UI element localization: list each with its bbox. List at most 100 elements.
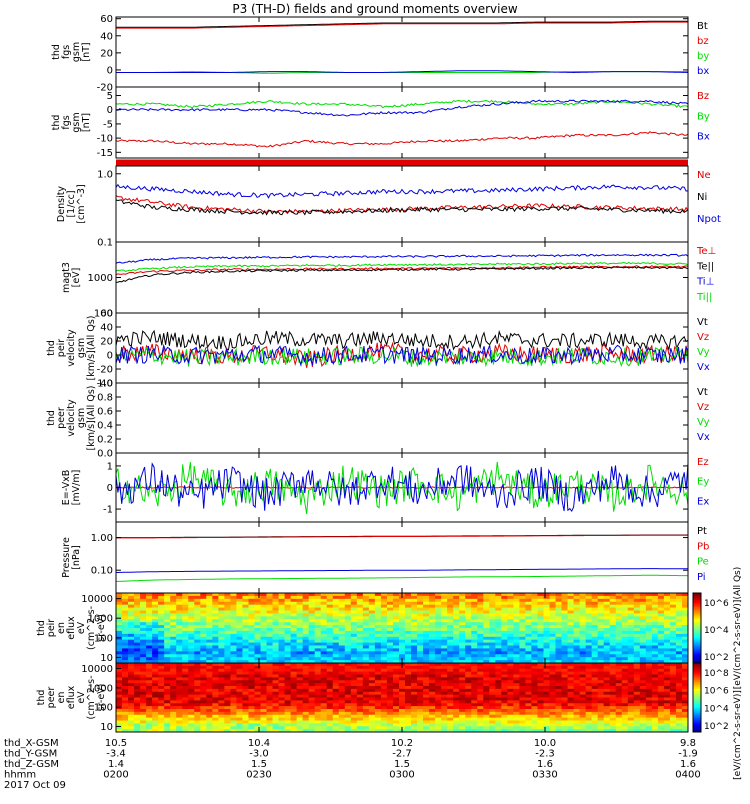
heatmap-cell	[622, 654, 629, 657]
heatmap-cell	[303, 657, 310, 660]
heatmap-cell	[218, 695, 225, 698]
heatmap-cell	[351, 715, 358, 718]
heatmap-cell	[568, 709, 575, 712]
heatmap-cell	[170, 599, 177, 602]
heatmap-cell	[441, 680, 448, 683]
heatmap-cell	[146, 640, 153, 643]
heatmap-cell	[242, 619, 249, 622]
heatmap-cell	[550, 692, 557, 695]
heatmap-cell	[465, 640, 472, 643]
heatmap-cell	[321, 709, 328, 712]
heatmap-cell	[495, 634, 502, 637]
heatmap-cell	[628, 715, 635, 718]
heatmap-cell	[140, 593, 147, 596]
heatmap-cell	[236, 723, 243, 726]
heatmap-cell	[670, 651, 677, 654]
heatmap-cell	[562, 622, 569, 625]
heatmap-cell	[303, 700, 310, 703]
heatmap-cell	[128, 593, 135, 596]
heatmap-cell	[616, 657, 623, 660]
heatmap-cell	[212, 680, 219, 683]
heatmap-cell	[435, 637, 442, 640]
heatmap-cell	[622, 726, 629, 729]
heatmap-cell	[658, 669, 665, 672]
heatmap-cell	[176, 721, 183, 724]
heatmap-cell	[267, 654, 274, 657]
heatmap-cell	[489, 683, 496, 686]
heatmap-cell	[224, 700, 231, 703]
heatmap-cell	[134, 634, 141, 637]
heatmap-cell	[134, 706, 141, 709]
heatmap-cell	[537, 683, 544, 686]
heatmap-cell	[670, 726, 677, 729]
heatmap-cell	[459, 616, 466, 619]
heatmap-cell	[598, 625, 605, 628]
heatmap-cell	[537, 715, 544, 718]
heatmap-cell	[676, 613, 683, 616]
heatmap-cell	[465, 721, 472, 724]
heatmap-cell	[273, 669, 280, 672]
heatmap-cell	[652, 648, 659, 651]
heatmap-cell	[586, 706, 593, 709]
heatmap-cell	[489, 631, 496, 634]
heatmap-cell	[489, 613, 496, 616]
heatmap-cell	[375, 706, 382, 709]
heatmap-cell	[212, 712, 219, 715]
heatmap-cell	[652, 605, 659, 608]
heatmap-cell	[441, 646, 448, 649]
heatmap-cell	[200, 718, 207, 721]
heatmap-cell	[628, 634, 635, 637]
heatmap-cell	[164, 657, 171, 660]
heatmap-cell	[297, 625, 304, 628]
heatmap-cell	[537, 602, 544, 605]
heatmap-cell	[176, 726, 183, 729]
heatmap-cell	[194, 654, 201, 657]
heatmap-cell	[309, 602, 316, 605]
heatmap-cell	[640, 657, 647, 660]
heatmap-cell	[345, 651, 352, 654]
heatmap-cell	[273, 634, 280, 637]
heatmap-cell	[604, 695, 611, 698]
heatmap-cell	[146, 596, 153, 599]
heatmap-cell	[435, 715, 442, 718]
heatmap-cell	[465, 683, 472, 686]
heatmap-cell	[134, 643, 141, 646]
heatmap-cell	[429, 616, 436, 619]
heatmap-cell	[405, 666, 412, 669]
heatmap-cell	[447, 625, 454, 628]
heatmap-cell	[519, 700, 526, 703]
heatmap-cell	[363, 700, 370, 703]
heatmap-cell	[399, 637, 406, 640]
legend-Vt: Vt	[697, 317, 708, 328]
heatmap-cell	[254, 613, 261, 616]
heatmap-cell	[206, 648, 213, 651]
heatmap-cell	[327, 675, 334, 678]
heatmap-cell	[285, 619, 292, 622]
heatmap-cell	[248, 654, 255, 657]
heatmap-cell	[164, 637, 171, 640]
heatmap-cell	[670, 634, 677, 637]
heatmap-cell	[393, 663, 400, 666]
heatmap-cell	[321, 698, 328, 701]
heatmap-cell	[182, 616, 189, 619]
heatmap-cell	[477, 726, 484, 729]
heatmap-cell	[556, 616, 563, 619]
heatmap-cell	[248, 726, 255, 729]
heatmap-cell	[242, 654, 249, 657]
heatmap-cell	[194, 695, 201, 698]
heatmap-cell	[158, 692, 165, 695]
heatmap-cell	[501, 692, 508, 695]
heatmap-cell	[483, 680, 490, 683]
heatmap-cell	[640, 715, 647, 718]
heatmap-cell	[297, 712, 304, 715]
heatmap-cell	[405, 675, 412, 678]
heatmap-cell	[206, 622, 213, 625]
heatmap-cell	[628, 643, 635, 646]
heatmap-cell	[248, 622, 255, 625]
heatmap-cell	[507, 686, 514, 689]
heatmap-cell	[604, 608, 611, 611]
heatmap-cell	[206, 692, 213, 695]
heatmap-cell	[435, 654, 442, 657]
heatmap-cell	[459, 666, 466, 669]
heatmap-cell	[670, 663, 677, 666]
